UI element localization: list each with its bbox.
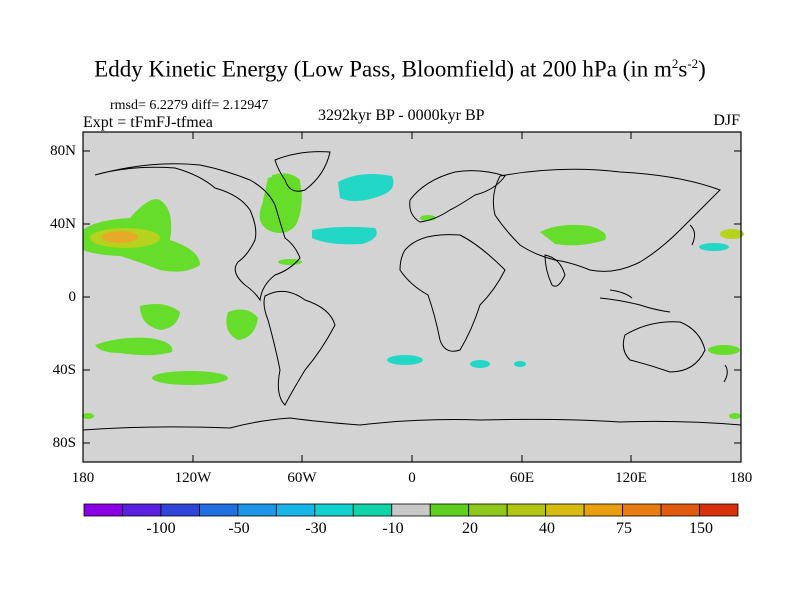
east-pacific-positive: [226, 309, 258, 340]
indian-ocean-negative-2: [514, 361, 526, 367]
colorbar-label-75: 75: [616, 520, 632, 537]
west-pacific-positive: [720, 229, 744, 239]
colorbar-label-neg10: -10: [382, 520, 404, 537]
southern-ocean-positive: [152, 371, 228, 385]
asia-positive: [540, 224, 606, 246]
experiment-label: Expt = tFmFJ-tfmea: [83, 114, 213, 131]
antarctic-east-positive: [729, 413, 741, 419]
lat-label-80s: 80S: [52, 435, 76, 451]
gulf-positive: [278, 259, 302, 265]
south-pacific-positive: [95, 337, 173, 356]
north-atlantic-negative: [338, 174, 394, 202]
colorbar-swatch: [275, 503, 316, 517]
colorbar-swatch: [314, 503, 354, 517]
stats-text: rmsd= 6.2279 diff= 2.12947: [110, 98, 269, 113]
indian-ocean-negative: [470, 360, 490, 368]
asia-coast: [492, 168, 721, 272]
lon-label-60w: 60W: [287, 470, 317, 486]
lon-label-60e: 60E: [509, 470, 535, 486]
colorbar-label-40: 40: [539, 520, 555, 537]
greenland-coast: [274, 151, 331, 192]
map-frame: [82, 131, 742, 463]
colorbar-swatch: [122, 503, 162, 517]
colorbar-swatch: [506, 503, 547, 517]
mid-atlantic-negative: [312, 226, 377, 245]
colorbar-label-neg100: -100: [146, 520, 176, 537]
india-coast: [544, 254, 566, 287]
colorbar-swatch: [699, 503, 739, 517]
lon-label-180e: 180: [729, 470, 753, 486]
colorbar-swatch: [545, 503, 585, 517]
lon-label-180w: 180: [71, 470, 95, 486]
antarctic-west-positive: [82, 413, 94, 419]
colorbar-swatch: [160, 503, 200, 517]
negative-anomalies: [312, 174, 729, 368]
colorbar-swatch: [622, 503, 662, 517]
colorbar-label-neg50: -50: [228, 520, 250, 537]
lat-label-40s: 40S: [52, 362, 76, 378]
indonesia-coast: [599, 289, 671, 313]
colorbar-swatch: [83, 503, 123, 517]
colorbar-swatch: [468, 503, 508, 517]
colorbar-swatch: [583, 503, 623, 517]
pacific-peak: [102, 231, 138, 243]
greenland-positive: [272, 173, 300, 200]
lat-label-80n: 80N: [50, 143, 76, 159]
lat-label-0: 0: [68, 289, 77, 305]
south-america-coast: [263, 290, 336, 406]
period-label: 3292kyr BP - 0000kyr BP: [318, 107, 485, 124]
coastlines: [82, 151, 742, 431]
colorbar-swatch: [352, 503, 393, 517]
antarctica-coast: [82, 417, 742, 431]
colorbar: [83, 503, 739, 517]
europe-coast: [409, 170, 506, 223]
lon-label-120w: 120W: [174, 470, 212, 486]
colorbar-label-20: 20: [462, 520, 478, 537]
south-atlantic-negative: [387, 355, 423, 365]
australia-coast: [622, 321, 706, 373]
new-zealand-coast: [723, 364, 728, 383]
lat-label-40n: 40N: [50, 216, 76, 232]
lon-label-120e: 120E: [615, 470, 647, 486]
lon-label-0: 0: [408, 470, 416, 486]
map-background: [83, 132, 741, 462]
colorbar-label-neg30: -30: [305, 520, 327, 537]
colorbar-swatch: [429, 503, 470, 517]
colorbar-label-150: 150: [689, 520, 713, 537]
tropical-pacific-positive: [140, 304, 180, 330]
plot-title: Eddy Kinetic Energy (Low Pass, Bloomfiel…: [94, 56, 706, 82]
japan-coast: [689, 224, 696, 246]
colorbar-swatch: [660, 503, 700, 517]
positive-anomalies: [82, 173, 744, 419]
colorbar-swatch: [391, 503, 431, 517]
colorbar-swatch: [199, 503, 239, 517]
colorbar-swatch: [237, 503, 277, 517]
pacific-west-negative: [699, 243, 729, 251]
australia-se-positive: [708, 345, 740, 355]
north-america-coast: [94, 163, 301, 302]
season-label: DJF: [713, 112, 740, 129]
africa-coast: [399, 234, 506, 352]
